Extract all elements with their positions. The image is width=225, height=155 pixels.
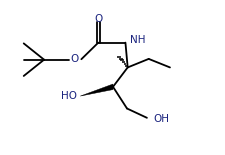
Text: HO: HO [61,91,76,101]
Text: O: O [94,14,102,24]
Text: OH: OH [153,114,169,124]
Polygon shape [80,84,112,96]
Text: O: O [70,54,78,64]
Text: NH: NH [129,35,145,44]
